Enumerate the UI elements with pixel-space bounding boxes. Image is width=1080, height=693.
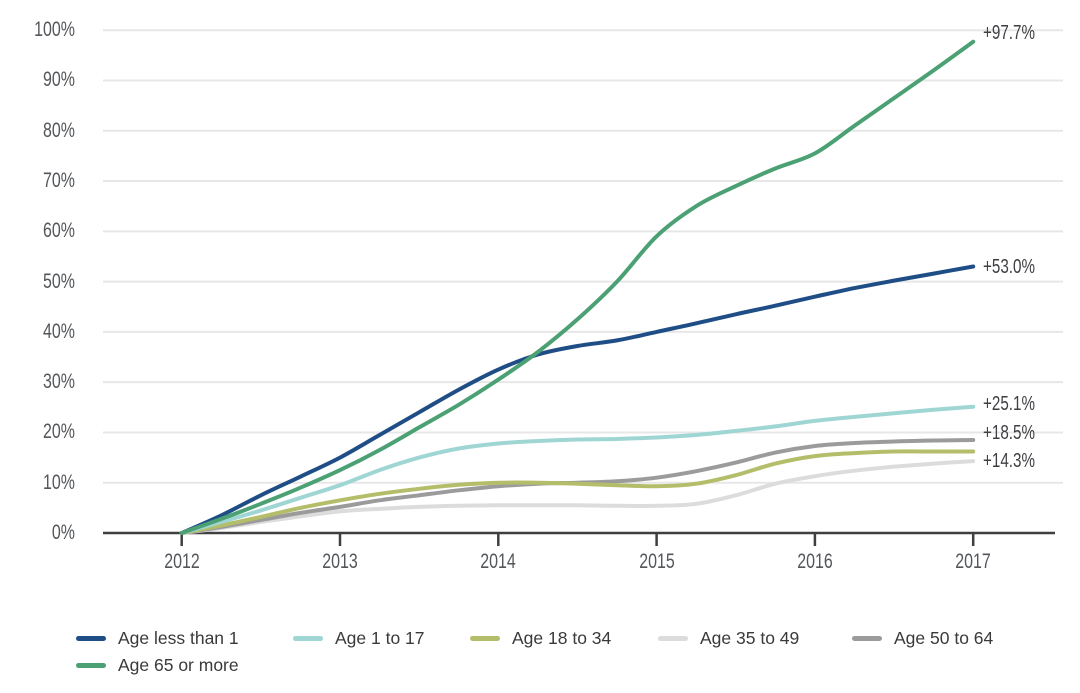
series-line-age-35-to-49: [179, 459, 976, 535]
end-value-label: +97.7%: [983, 21, 1035, 44]
y-tick-label: 80%: [43, 118, 75, 142]
legend-label: Age 50 to 64: [894, 628, 994, 648]
x-tick-label: 2012: [163, 550, 200, 573]
legend-item-age-35-to-49: Age 35 to 49: [658, 626, 799, 650]
y-tick-label: 20%: [43, 420, 75, 444]
legend-swatch-icon: [658, 635, 688, 641]
legend-swatch-icon: [470, 635, 500, 641]
y-tick-label: 10%: [43, 470, 75, 494]
y-tick-label: 40%: [43, 319, 75, 343]
end-value-label: +14.3%: [983, 450, 1035, 473]
legend-label: Age 35 to 49: [700, 628, 800, 648]
legend-item-age-50-to-64: Age 50 to 64: [852, 626, 993, 650]
x-tick-label: 2014: [480, 550, 517, 573]
plot-area: [103, 29, 1063, 546]
series-line-age-18-to-34: [179, 449, 976, 535]
y-tick-label: 90%: [43, 68, 75, 92]
legend-label: Age 65 or more: [118, 655, 239, 675]
legend: Age less than 1 Age 1 to 17 Age 18 to 34 Ag…: [0, 620, 1080, 690]
y-tick-label: 50%: [43, 269, 75, 293]
legend-swatch-icon: [852, 635, 882, 641]
legend-label: Age 1 to 17: [335, 628, 425, 648]
legend-label: Age 18 to 34: [512, 628, 612, 648]
y-tick-label: 30%: [43, 370, 75, 394]
legend-swatch-icon: [293, 635, 323, 641]
series-line-age-1-to-17: [179, 404, 976, 535]
end-value-label: +18.5%: [983, 421, 1035, 444]
end-value-label: +53.0%: [983, 255, 1035, 278]
x-tick-label: 2013: [322, 550, 358, 573]
series-line-age-65-or-more: [179, 39, 976, 535]
legend-swatch-icon: [76, 662, 106, 668]
legend-item-age-less-than-1: Age less than 1: [76, 626, 239, 650]
y-tick-label: 0%: [51, 521, 75, 544]
y-tick-label: 60%: [43, 219, 75, 243]
y-tick-label: 70%: [43, 169, 75, 193]
x-tick-label: 2017: [955, 550, 991, 573]
legend-label: Age less than 1: [118, 628, 239, 648]
legend-item-age-18-to-34: Age 18 to 34: [470, 626, 611, 650]
y-tick-label: 100%: [34, 18, 75, 42]
legend-swatch-icon: [76, 635, 106, 641]
legend-item-age-1-to-17: Age 1 to 17: [293, 626, 425, 650]
end-value-label: +25.1%: [983, 392, 1035, 415]
x-tick-label: 2016: [797, 550, 833, 573]
legend-item-age-65-or-more: Age 65 or more: [76, 653, 239, 677]
x-tick-label: 2015: [638, 550, 675, 573]
series-line-age-less-than-1: [179, 264, 976, 535]
